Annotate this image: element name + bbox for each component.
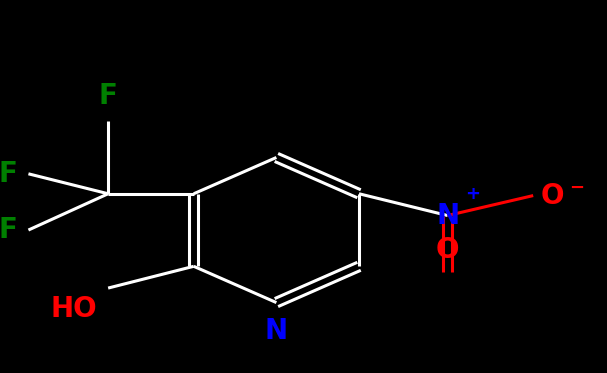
Text: N: N	[265, 317, 288, 345]
Text: F: F	[0, 160, 18, 188]
Text: O: O	[436, 236, 459, 264]
Text: HO: HO	[50, 295, 97, 323]
Text: F: F	[0, 216, 18, 244]
Text: F: F	[99, 82, 118, 110]
Text: −: −	[569, 179, 585, 197]
Text: N: N	[436, 201, 459, 229]
Text: +: +	[466, 185, 481, 203]
Text: O: O	[540, 182, 564, 210]
